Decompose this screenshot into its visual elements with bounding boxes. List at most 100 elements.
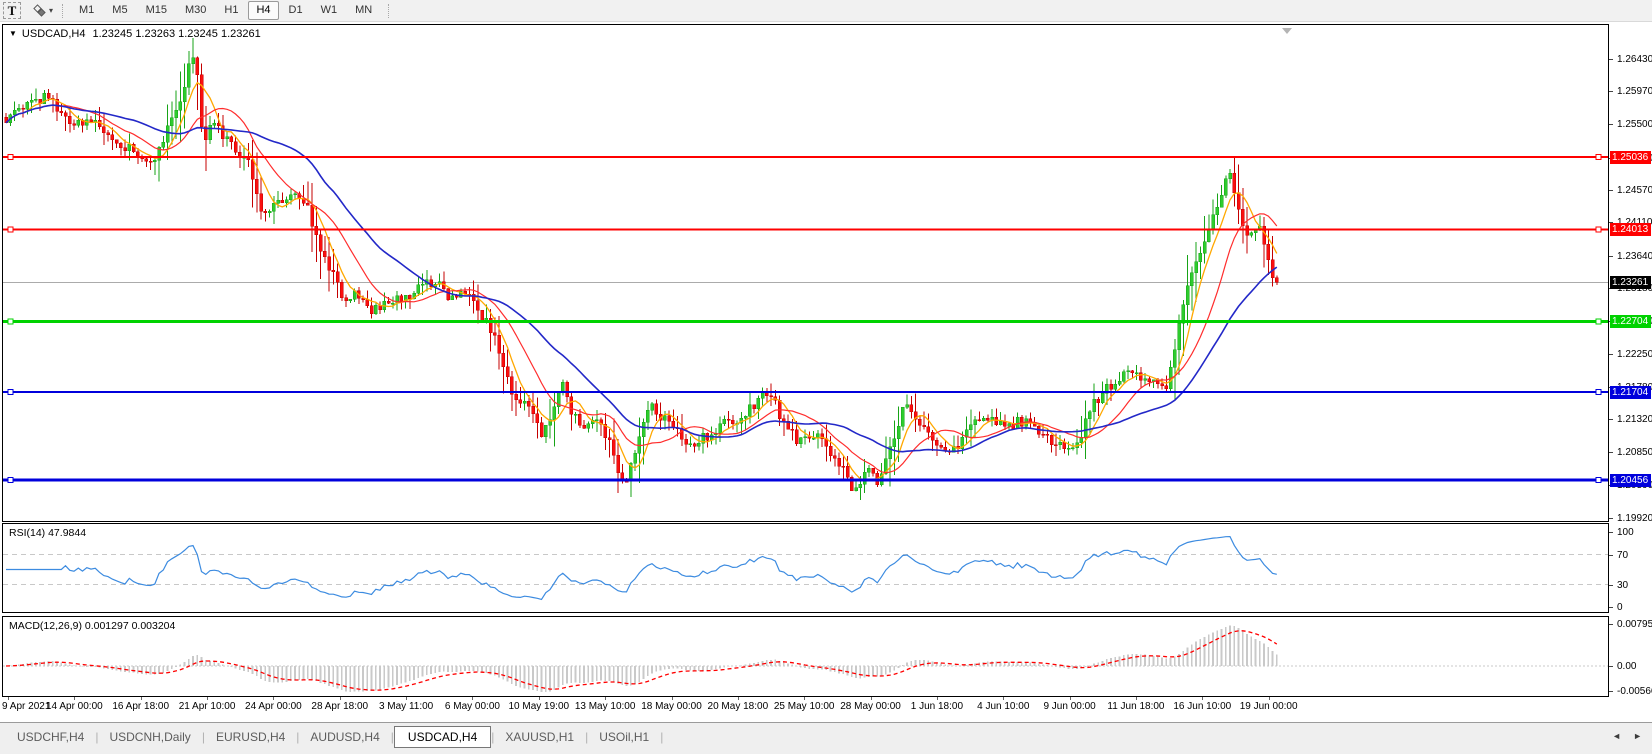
chart-tab-usdcnh[interactable]: USDCNH,Daily bbox=[109, 730, 191, 744]
chart-tab-usdcad[interactable]: USDCAD,H4 bbox=[393, 726, 492, 748]
macd-chart[interactable] bbox=[3, 617, 1608, 696]
macd-label: MACD(12,26,9) 0.001297 0.003204 bbox=[9, 620, 176, 632]
timeframe-button-m1[interactable]: M1 bbox=[71, 1, 102, 20]
tab-scroll-right-icon[interactable]: ► bbox=[1633, 731, 1642, 741]
time-tick-label: 21 Apr 10:00 bbox=[178, 701, 236, 712]
axis-tick bbox=[1609, 124, 1613, 126]
chart-tab-usdchf[interactable]: USDCHF,H4 bbox=[17, 730, 85, 744]
time-tick-label: 25 May 10:00 bbox=[773, 701, 835, 712]
time-tick-label: 11 Jun 18:00 bbox=[1107, 701, 1165, 712]
timeframe-button-mn[interactable]: MN bbox=[347, 1, 380, 20]
hline-price-label: 1.20456 bbox=[1610, 473, 1651, 487]
price-tick-label: 1.20850 bbox=[1617, 447, 1652, 459]
main-chart-panel[interactable]: ▼ USDCAD,H4 1.23245 1.23263 1.23245 1.2326… bbox=[2, 24, 1609, 522]
crosshair-tool-button[interactable]: ▾ bbox=[31, 2, 55, 19]
macd-tick-label: 0.00 bbox=[1617, 661, 1637, 672]
tab-divider: | bbox=[585, 730, 589, 744]
time-tick-label: 19 Jun 00:00 bbox=[1239, 701, 1298, 712]
time-tick-label: 3 May 11:00 bbox=[378, 701, 434, 712]
tab-scroll: ◄ ► bbox=[1612, 730, 1642, 742]
time-tick-label: 24 Apr 00:00 bbox=[245, 701, 302, 712]
time-tick bbox=[140, 697, 142, 700]
time-tick bbox=[804, 697, 806, 700]
toolbar-grip bbox=[62, 3, 64, 18]
timeframe-button-h4[interactable]: H4 bbox=[248, 1, 279, 20]
timeframe-button-w1[interactable]: W1 bbox=[313, 1, 346, 20]
timeframe-button-d1[interactable]: D1 bbox=[281, 1, 311, 20]
time-tick-label: 1 Jun 18:00 bbox=[910, 701, 964, 712]
time-tick-label: 28 Apr 18:00 bbox=[311, 701, 369, 712]
timeframe-button-h1[interactable]: H1 bbox=[216, 1, 246, 20]
price-tick-label: 1.19920 bbox=[1617, 513, 1652, 525]
time-tick-label: 9 Apr 2021 bbox=[2, 701, 51, 712]
time-tick-label: 18 May 00:00 bbox=[641, 701, 702, 712]
timeframe-button-group: M1 M5 M15 M30 H1 H4 D1 W1 MN bbox=[70, 1, 381, 20]
chart-tab-bar: USDCHF,H4 | USDCNH,Daily | EURUSD,H4 | AUDUSD,… bbox=[0, 722, 1652, 754]
toolbar: T ▾ M1 M5 M15 M30 H1 H4 D1 W1 MN bbox=[0, 0, 1652, 22]
price-tick-label: 1.23640 bbox=[1617, 250, 1652, 262]
timeframe-button-m30[interactable]: M30 bbox=[177, 1, 214, 20]
time-tick-label: 20 May 18:00 bbox=[707, 701, 769, 712]
time-tick bbox=[273, 697, 275, 700]
axis-tick bbox=[1609, 452, 1613, 454]
time-tick bbox=[406, 697, 408, 700]
axis-tick bbox=[1609, 58, 1613, 60]
tab-divider: | bbox=[201, 730, 205, 744]
time-tick-label: 28 May 00:00 bbox=[840, 701, 901, 712]
crosshair-icon bbox=[33, 4, 46, 17]
time-tick-label: 16 Jun 10:00 bbox=[1173, 701, 1232, 712]
chart-title: ▼ USDCAD,H4 1.23245 1.23263 1.23245 1.2326… bbox=[9, 28, 261, 40]
axis-tick bbox=[1609, 532, 1613, 533]
time-tick bbox=[8, 697, 9, 700]
rsi-tick-label: 100 bbox=[1617, 527, 1634, 538]
time-tick bbox=[1003, 697, 1005, 700]
time-tick bbox=[605, 697, 607, 700]
macd-panel[interactable]: MACD(12,26,9) 0.001297 0.003204 bbox=[2, 616, 1609, 697]
tab-divider: | bbox=[296, 730, 300, 744]
chart-tab-usoil[interactable]: USOil,H1 bbox=[599, 730, 650, 744]
time-tick-label: 9 Jun 00:00 bbox=[1043, 701, 1096, 712]
chart-tab-eurusd[interactable]: EURUSD,H4 bbox=[215, 730, 286, 744]
axis-tick bbox=[1609, 91, 1613, 93]
price-axis: 1.264301.259701.255001.250301.245701.241… bbox=[1609, 24, 1652, 719]
collapse-quote-icon[interactable]: ▼ bbox=[9, 29, 17, 38]
text-tool-button[interactable]: T bbox=[3, 2, 21, 19]
price-tick-label: 1.21320 bbox=[1617, 414, 1652, 426]
chart-tab-xauusd[interactable]: XAUUSD,H1 bbox=[505, 730, 575, 744]
rsi-tick-label: 0 bbox=[1617, 602, 1623, 613]
axis-tick bbox=[1609, 584, 1613, 586]
time-tick bbox=[538, 697, 540, 700]
macd-tick-label: -0.005663 bbox=[1617, 686, 1652, 697]
time-tick bbox=[472, 697, 474, 700]
time-tick-label: 4 Jun 10:00 bbox=[977, 701, 1030, 712]
rsi-tick-label: 70 bbox=[1617, 549, 1629, 561]
tab-strip: USDCHF,H4 | USDCNH,Daily | EURUSD,H4 | AUDUSD,… bbox=[6, 726, 663, 748]
rsi-panel[interactable]: RSI(14) 47.9844 bbox=[2, 523, 1609, 613]
rsi-label: RSI(14) 47.9844 bbox=[9, 527, 87, 539]
tab-scroll-left-icon[interactable]: ◄ bbox=[1612, 731, 1622, 741]
price-tick-label: 1.26430 bbox=[1617, 53, 1652, 65]
hline-price-label: 1.24013 bbox=[1610, 222, 1651, 236]
axis-tick bbox=[1609, 607, 1613, 608]
timeframe-button-m5[interactable]: M5 bbox=[104, 1, 135, 20]
hline-price-label: 1.25036 bbox=[1610, 150, 1651, 164]
axis-tick bbox=[1609, 691, 1613, 692]
time-tick-label: 14 Apr 00:00 bbox=[45, 701, 103, 712]
candlestick-chart[interactable] bbox=[3, 25, 1608, 521]
price-tick-label: 1.22250 bbox=[1617, 348, 1652, 360]
macd-tick-label: 0.007959 bbox=[1617, 618, 1652, 630]
rsi-tick-label: 30 bbox=[1617, 579, 1629, 591]
hline-price-label: 1.22704 bbox=[1610, 315, 1651, 329]
time-tick bbox=[1135, 697, 1137, 700]
time-tick bbox=[671, 697, 673, 700]
tab-divider: | bbox=[390, 730, 394, 744]
price-tick-label: 1.25970 bbox=[1617, 86, 1652, 98]
chart-tab-audusd[interactable]: AUDUSD,H4 bbox=[310, 730, 380, 744]
time-tick bbox=[339, 697, 341, 700]
time-tick bbox=[1268, 697, 1270, 700]
tab-divider: | bbox=[95, 730, 99, 744]
rsi-chart[interactable] bbox=[3, 524, 1608, 612]
timeframe-button-m15[interactable]: M15 bbox=[138, 1, 175, 20]
time-tick bbox=[936, 697, 938, 700]
